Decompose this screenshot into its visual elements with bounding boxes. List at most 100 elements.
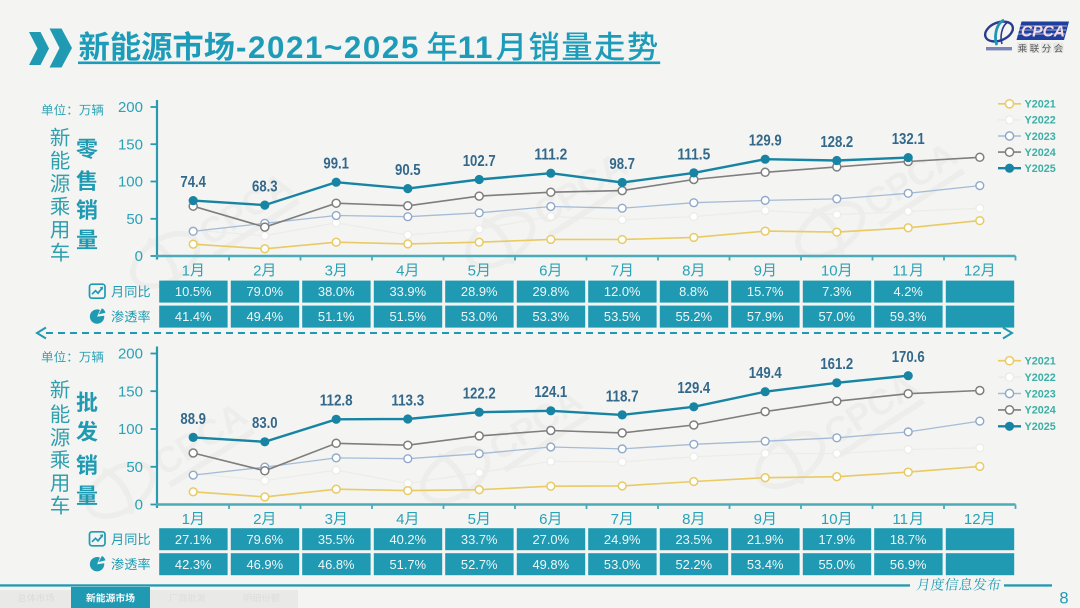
svg-text:11: 11 bbox=[892, 511, 908, 528]
svg-text:33.7%: 33.7% bbox=[461, 532, 498, 547]
svg-text:90.5: 90.5 bbox=[395, 162, 421, 179]
svg-text:15.7%: 15.7% bbox=[747, 284, 784, 299]
svg-text:161.2: 161.2 bbox=[820, 356, 853, 373]
svg-text:42.3%: 42.3% bbox=[175, 557, 212, 572]
svg-text:49.4%: 49.4% bbox=[247, 309, 284, 324]
svg-text:Y2023: Y2023 bbox=[1025, 388, 1056, 400]
svg-text:8: 8 bbox=[682, 511, 690, 528]
svg-text:88.9: 88.9 bbox=[180, 411, 206, 428]
svg-text:79.6%: 79.6% bbox=[247, 532, 284, 547]
svg-text:2: 2 bbox=[253, 262, 261, 279]
svg-text:68.3: 68.3 bbox=[252, 179, 278, 196]
svg-text:Y2021: Y2021 bbox=[1025, 99, 1056, 111]
svg-text:99.1: 99.1 bbox=[323, 156, 349, 173]
svg-text:24.9%: 24.9% bbox=[604, 532, 641, 547]
svg-text:4: 4 bbox=[396, 511, 404, 528]
svg-text:4: 4 bbox=[396, 262, 404, 279]
svg-text:Y2024: Y2024 bbox=[1025, 147, 1056, 159]
svg-text:12: 12 bbox=[964, 262, 981, 279]
svg-text:6: 6 bbox=[539, 262, 547, 279]
svg-text:Y2022: Y2022 bbox=[1025, 115, 1056, 127]
svg-text:53.4%: 53.4% bbox=[747, 557, 784, 572]
svg-text:83.0: 83.0 bbox=[252, 415, 278, 432]
svg-text:2: 2 bbox=[253, 511, 261, 528]
svg-text:41.4%: 41.4% bbox=[175, 309, 212, 324]
svg-text:132.1: 132.1 bbox=[892, 131, 925, 148]
svg-text:98.7: 98.7 bbox=[609, 156, 635, 173]
svg-text:52.7%: 52.7% bbox=[461, 557, 498, 572]
svg-text:129.9: 129.9 bbox=[749, 133, 782, 150]
svg-text:Y2024: Y2024 bbox=[1025, 405, 1056, 417]
svg-text:111.2: 111.2 bbox=[534, 147, 567, 164]
svg-text:49.8%: 49.8% bbox=[533, 557, 570, 572]
svg-text:23.5%: 23.5% bbox=[676, 532, 713, 547]
svg-text:100: 100 bbox=[118, 421, 143, 438]
svg-text:3: 3 bbox=[325, 511, 333, 528]
svg-text:0: 0 bbox=[135, 497, 143, 514]
svg-text:28.9%: 28.9% bbox=[461, 284, 498, 299]
svg-text:124.1: 124.1 bbox=[534, 384, 567, 401]
svg-text:33.9%: 33.9% bbox=[390, 284, 427, 299]
svg-text:57.0%: 57.0% bbox=[819, 309, 856, 324]
svg-text:57.9%: 57.9% bbox=[747, 309, 784, 324]
svg-text:11: 11 bbox=[458, 30, 494, 65]
svg-text:79.0%: 79.0% bbox=[247, 284, 284, 299]
svg-text:40.2%: 40.2% bbox=[390, 532, 427, 547]
svg-text:129.4: 129.4 bbox=[677, 380, 710, 397]
svg-text:50: 50 bbox=[126, 211, 143, 228]
svg-text:8: 8 bbox=[1059, 590, 1068, 608]
svg-text:53.0%: 53.0% bbox=[461, 309, 498, 324]
svg-text:55.2%: 55.2% bbox=[676, 309, 713, 324]
svg-text:CPCA: CPCA bbox=[1021, 24, 1065, 41]
svg-text:59.3%: 59.3% bbox=[890, 309, 927, 324]
svg-text:51.1%: 51.1% bbox=[318, 309, 355, 324]
svg-text:150: 150 bbox=[118, 136, 143, 153]
svg-text:29.8%: 29.8% bbox=[533, 284, 570, 299]
svg-text:53.5%: 53.5% bbox=[604, 309, 641, 324]
svg-text:7: 7 bbox=[611, 511, 619, 528]
svg-text:46.9%: 46.9% bbox=[247, 557, 284, 572]
svg-text:7: 7 bbox=[611, 262, 619, 279]
svg-text:74.4: 74.4 bbox=[180, 174, 206, 191]
svg-text:50: 50 bbox=[126, 459, 143, 476]
svg-text:53.3%: 53.3% bbox=[533, 309, 570, 324]
svg-text:111.5: 111.5 bbox=[677, 146, 710, 163]
svg-text:Y2023: Y2023 bbox=[1025, 131, 1056, 143]
svg-text:10: 10 bbox=[821, 511, 838, 528]
svg-text:Y2025: Y2025 bbox=[1025, 421, 1056, 433]
svg-text:170.6: 170.6 bbox=[892, 349, 925, 366]
svg-text:46.8%: 46.8% bbox=[318, 557, 355, 572]
svg-text:55.0%: 55.0% bbox=[819, 557, 856, 572]
svg-text:52.2%: 52.2% bbox=[676, 557, 713, 572]
svg-text:27.0%: 27.0% bbox=[533, 532, 570, 547]
svg-text:12.0%: 12.0% bbox=[604, 284, 641, 299]
svg-text:5: 5 bbox=[468, 511, 476, 528]
svg-text:0: 0 bbox=[135, 248, 143, 265]
svg-text:9: 9 bbox=[754, 262, 762, 279]
svg-text:18.7%: 18.7% bbox=[890, 532, 927, 547]
svg-text:8.8%: 8.8% bbox=[679, 284, 708, 299]
svg-text:5: 5 bbox=[468, 262, 476, 279]
svg-text:Y2025: Y2025 bbox=[1025, 163, 1056, 175]
svg-text:11: 11 bbox=[892, 262, 908, 279]
svg-text:200: 200 bbox=[118, 346, 143, 363]
svg-text:12: 12 bbox=[964, 511, 981, 528]
svg-text:8: 8 bbox=[682, 262, 690, 279]
svg-text:Y2021: Y2021 bbox=[1025, 356, 1056, 368]
svg-text:1: 1 bbox=[182, 262, 190, 279]
svg-text:53.0%: 53.0% bbox=[604, 557, 641, 572]
svg-text:128.2: 128.2 bbox=[820, 134, 853, 151]
svg-text:51.5%: 51.5% bbox=[390, 309, 427, 324]
svg-text:56.9%: 56.9% bbox=[890, 557, 927, 572]
svg-text:35.5%: 35.5% bbox=[318, 532, 355, 547]
svg-text:112.8: 112.8 bbox=[320, 393, 353, 410]
svg-text:113.3: 113.3 bbox=[391, 392, 424, 409]
svg-text:6: 6 bbox=[539, 511, 547, 528]
svg-text:17.9%: 17.9% bbox=[819, 532, 856, 547]
svg-text:100: 100 bbox=[118, 174, 143, 191]
svg-text:9: 9 bbox=[754, 511, 762, 528]
svg-text:10: 10 bbox=[821, 262, 838, 279]
svg-text:1: 1 bbox=[182, 511, 190, 528]
svg-text:7.3%: 7.3% bbox=[822, 284, 851, 299]
svg-text:21.9%: 21.9% bbox=[747, 532, 784, 547]
